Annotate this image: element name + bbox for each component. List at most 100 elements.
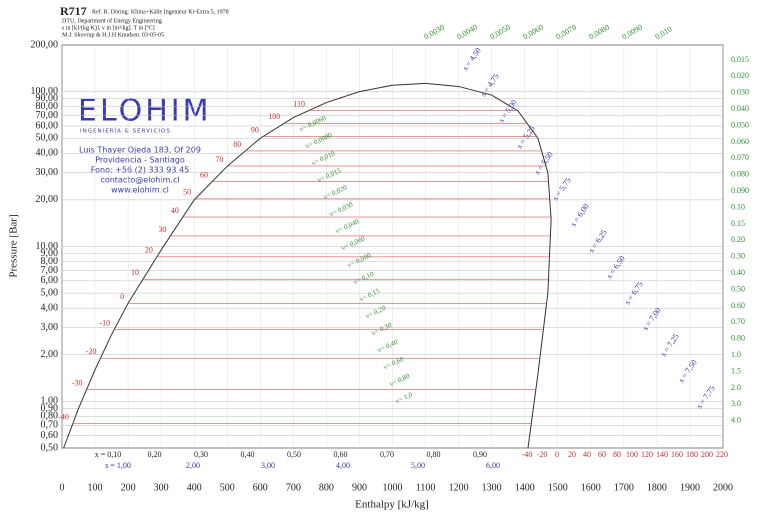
isotherm-label: -10 bbox=[99, 319, 110, 328]
logo-line: Providencia - Santiago bbox=[95, 156, 185, 165]
volume-top-label: 0,0070 bbox=[554, 23, 578, 42]
y-tick-label: 60,00 bbox=[36, 120, 59, 131]
volume-right-label: 2.0 bbox=[731, 383, 741, 392]
y-tick-label: 0,60 bbox=[41, 430, 59, 441]
volume-right-label: 1.5 bbox=[731, 366, 741, 375]
volume-right-label: 0.030 bbox=[731, 88, 749, 97]
y-tick-label: 50,00 bbox=[36, 133, 59, 144]
quality-label: 0,20 bbox=[148, 450, 162, 459]
quality-label: 0,70 bbox=[380, 450, 394, 459]
x-axis-label: Enthalpy [kJ/kg] bbox=[355, 499, 429, 511]
entropy-label: 3,00 bbox=[261, 461, 275, 470]
y-tick-label: 100,00 bbox=[31, 86, 59, 97]
x-tick-label: 1800 bbox=[647, 482, 667, 493]
y-tick-label: 70,00 bbox=[36, 110, 59, 121]
x-tick-label: 1300 bbox=[482, 482, 502, 493]
isotherm-label: 70 bbox=[215, 155, 223, 164]
quality-label: 0,40 bbox=[241, 450, 255, 459]
chart-title: R717 bbox=[60, 4, 87, 18]
x-tick-label: 100 bbox=[88, 482, 103, 493]
y-tick-label: 7,00 bbox=[41, 265, 59, 276]
subtitle: s in [kJ/(kg K)]. v in [m³/kg]. T in [ºC… bbox=[62, 24, 155, 31]
x-tick-label: 200 bbox=[121, 482, 136, 493]
x-tick-label: 1200 bbox=[449, 482, 469, 493]
entropy-label: 2,00 bbox=[186, 461, 200, 470]
isotherm-label: 80 bbox=[233, 140, 241, 149]
logo-line: Fono: +56 (2) 333 93 45 bbox=[91, 166, 189, 175]
y-tick-label: 30,00 bbox=[36, 167, 59, 178]
x-tick-label: 1700 bbox=[614, 482, 634, 493]
isotherm-label: 30 bbox=[158, 225, 166, 234]
x-tick-label: 400 bbox=[187, 482, 202, 493]
isotherm-label: 0 bbox=[120, 292, 124, 301]
y-axis-label: Pressure [Bar] bbox=[8, 214, 20, 277]
x-tick-label: 1100 bbox=[416, 482, 436, 493]
logo-tagline: INGENIERÍA & SERVICIOS bbox=[80, 128, 171, 135]
temperature-axis-label: -40 bbox=[522, 450, 533, 459]
y-tick-label: 0,70 bbox=[41, 420, 59, 431]
temperature-axis-label: 140 bbox=[656, 450, 668, 459]
y-tick-label: 6,00 bbox=[41, 275, 59, 286]
y-tick-label: 5,00 bbox=[41, 287, 59, 298]
volume-right-label: 0.60 bbox=[731, 301, 745, 310]
volume-right-label: 0.080 bbox=[731, 170, 749, 179]
quality-label: x = 0,10 bbox=[95, 450, 122, 459]
x-tick-label: 0 bbox=[60, 482, 65, 493]
x-tick-label: 1500 bbox=[548, 482, 568, 493]
x-tick-label: 500 bbox=[220, 482, 235, 493]
temperature-axis-label: 220 bbox=[716, 450, 728, 459]
volume-top-label: 0,0030 bbox=[422, 23, 446, 42]
quality-label: 0,30 bbox=[194, 450, 208, 459]
volume-top-label: 0,0040 bbox=[455, 23, 479, 42]
y-tick-label: 8,00 bbox=[41, 256, 59, 267]
volume-top-label: 0,0090 bbox=[620, 23, 644, 42]
temperature-axis-label: -20 bbox=[537, 450, 548, 459]
x-tick-label: 700 bbox=[286, 482, 301, 493]
volume-right-label: 0.50 bbox=[731, 284, 745, 293]
temperature-axis-label: 20 bbox=[568, 450, 576, 459]
quality-label: 0,80 bbox=[427, 450, 441, 459]
logo-line: www.elohim.cl bbox=[111, 186, 169, 195]
entropy-label: 4,00 bbox=[336, 461, 350, 470]
x-tick-label: 2000 bbox=[713, 482, 733, 493]
quality-label: 0,50 bbox=[287, 450, 301, 459]
x-tick-label: 1600 bbox=[581, 482, 601, 493]
volume-right-label: 0.015 bbox=[731, 55, 749, 64]
isotherm-label: 20 bbox=[145, 246, 153, 255]
temperature-axis-label: 0 bbox=[555, 450, 559, 459]
x-tick-label: 300 bbox=[154, 482, 169, 493]
y-tick-label: 200,00 bbox=[31, 39, 59, 50]
y-tick-label: 9,00 bbox=[41, 248, 59, 259]
y-tick-label: 0,90 bbox=[41, 403, 59, 414]
y-tick-label: 3,00 bbox=[41, 322, 59, 333]
x-tick-label: 1000 bbox=[383, 482, 403, 493]
isotherm-label: 60 bbox=[200, 171, 208, 180]
temperature-axis-label: 100 bbox=[626, 450, 638, 459]
temperature-axis-label: 180 bbox=[686, 450, 698, 459]
temperature-axis-label: 60 bbox=[598, 450, 606, 459]
volume-right-label: 0.070 bbox=[731, 153, 749, 162]
isotherm-label: 10 bbox=[131, 268, 139, 277]
isotherm-label: 90 bbox=[251, 125, 259, 134]
temperature-axis-label: 80 bbox=[613, 450, 621, 459]
y-tick-label: 0,80 bbox=[41, 411, 59, 422]
y-tick-label: 20,00 bbox=[36, 194, 59, 205]
volume-right-label: 1.0 bbox=[731, 350, 741, 359]
volume-right-label: 0.20 bbox=[731, 235, 745, 244]
logo-name: ELOHIM bbox=[78, 94, 212, 129]
logo-line: Luis Thayer Ojeda 183, Of 209 bbox=[79, 146, 201, 155]
x-tick-label: 900 bbox=[352, 482, 367, 493]
volume-right-label: 0.10 bbox=[731, 202, 745, 211]
volume-right-label: 0.80 bbox=[731, 334, 745, 343]
temperature-axis-label: 200 bbox=[701, 450, 713, 459]
isotherm-label: -20 bbox=[86, 347, 97, 356]
entropy-label: 5,00 bbox=[411, 461, 425, 470]
quality-label: 0,60 bbox=[334, 450, 348, 459]
isotherm-label: 50 bbox=[183, 188, 191, 197]
isotherm-label: -40 bbox=[58, 412, 69, 421]
saturation-curve bbox=[425, 82, 552, 449]
x-tick-label: 800 bbox=[319, 482, 334, 493]
y-tick-label: 1,00 bbox=[41, 396, 59, 407]
volume-right-label: 4.0 bbox=[731, 416, 741, 425]
